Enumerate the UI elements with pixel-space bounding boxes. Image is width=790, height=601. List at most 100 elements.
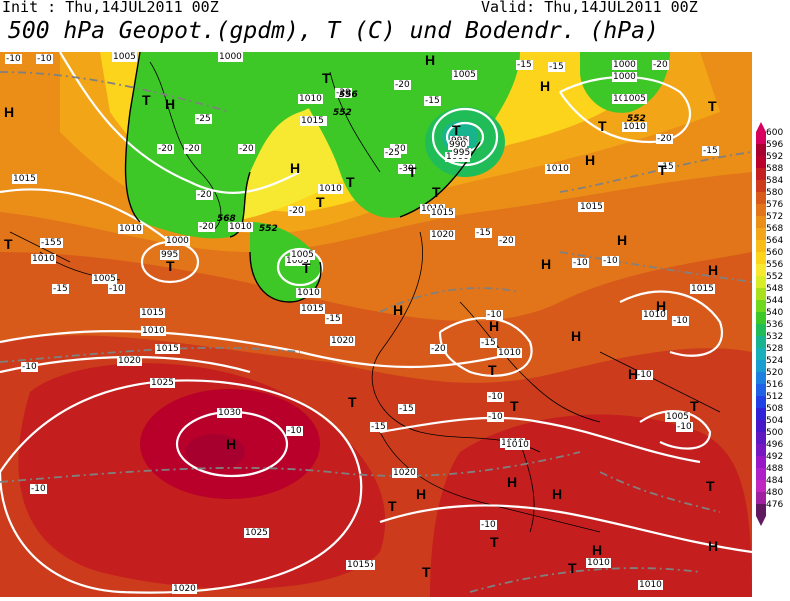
coastlines xyxy=(9,61,721,533)
high-marker: H xyxy=(489,318,500,334)
pressure-label: 1010 xyxy=(31,254,56,264)
temp-label: -20 xyxy=(238,144,255,154)
low-marker: T xyxy=(316,194,325,210)
low-marker: T xyxy=(490,534,499,550)
high-marker: H xyxy=(708,538,719,554)
temp-label: -15 xyxy=(480,338,497,348)
legend-label: 512 xyxy=(766,392,784,402)
legend-swatch xyxy=(756,360,766,372)
legend-swatch xyxy=(756,192,766,204)
pressure-label: 1010 xyxy=(638,580,663,590)
temp-label: -15 xyxy=(702,146,719,156)
high-marker: H xyxy=(592,542,603,558)
legend-label: 576 xyxy=(766,200,784,210)
low-marker: T xyxy=(408,164,417,180)
height-label: 552 xyxy=(259,224,278,234)
legend-swatch xyxy=(756,444,766,456)
temp-label: -15 xyxy=(370,422,387,432)
temp-label: -15 xyxy=(475,228,492,238)
map-svg xyxy=(0,52,752,597)
temp-label: -10 xyxy=(5,54,22,64)
pressure-label: 1025 xyxy=(150,378,175,388)
pressure-label: 1025 xyxy=(244,528,269,538)
pressure-label: 1005 xyxy=(290,250,315,260)
trough-north xyxy=(300,52,520,218)
legend-top-arrow xyxy=(756,122,766,132)
legend-swatch xyxy=(756,420,766,432)
low-marker: T xyxy=(322,70,331,86)
legend-swatch xyxy=(756,396,766,408)
legend-label: 508 xyxy=(766,404,784,414)
temp-label: -30 xyxy=(398,164,415,174)
chart-title: 500 hPa Geopot.(gpdm), T (C) und Bodendr… xyxy=(8,18,659,44)
pressure-label: 1010 xyxy=(228,222,253,232)
legend-label: 552 xyxy=(766,272,784,282)
legend-label: 476 xyxy=(766,500,784,510)
high-marker: H xyxy=(708,262,719,278)
pressure-label: 995 xyxy=(160,250,180,260)
temp-label: -25 xyxy=(384,148,401,158)
legend-label: 504 xyxy=(766,416,784,426)
legend-swatch xyxy=(756,456,766,468)
temp-label: -20 xyxy=(184,144,201,154)
high-marker: H xyxy=(393,302,404,318)
temp-label: -15 xyxy=(548,62,565,72)
high-marker: H xyxy=(585,152,596,168)
low-marker: T xyxy=(422,564,431,580)
height-label: 552 xyxy=(627,114,646,124)
pressure-label: 1000 xyxy=(218,52,243,62)
pressure-label: 1015 xyxy=(140,308,165,318)
height-label: 568 xyxy=(217,214,236,224)
high-marker: H xyxy=(226,436,237,452)
temp-label: -25 xyxy=(195,114,212,124)
legend-label: 568 xyxy=(766,224,784,234)
init-time: Init : Thu,14JUL2011 00Z xyxy=(2,0,219,16)
legend-swatch xyxy=(756,432,766,444)
pressure-label: 1010 xyxy=(642,310,667,320)
low-marker: T xyxy=(166,258,175,274)
pressure-label: 1030 xyxy=(217,408,242,418)
legend-swatch xyxy=(756,492,766,504)
pressure-label: 1005 xyxy=(452,70,477,80)
high-marker: H xyxy=(416,486,427,502)
pressure-label: 1020 xyxy=(172,584,197,594)
legend-swatch xyxy=(756,264,766,276)
field-588-east xyxy=(430,414,752,597)
pressure-label: 1010 xyxy=(318,184,343,194)
legend-swatch xyxy=(756,348,766,360)
legend-swatch xyxy=(756,156,766,168)
pressure-label: 1020 xyxy=(392,468,417,478)
temp-label: -15 xyxy=(40,238,57,248)
temp-label: -15 xyxy=(424,96,441,106)
legend-label: 520 xyxy=(766,368,784,378)
legend-label: 572 xyxy=(766,212,784,222)
pressure-label: 1010 xyxy=(298,94,323,104)
temp-label: -10 xyxy=(636,370,653,380)
high-marker: H xyxy=(290,160,301,176)
legend-swatch xyxy=(756,336,766,348)
low-marker: T xyxy=(346,174,355,190)
legend-label: 484 xyxy=(766,476,784,486)
low-marker: T xyxy=(690,398,699,414)
legend-label: 532 xyxy=(766,332,784,342)
legend-label: 548 xyxy=(766,284,784,294)
height-contours xyxy=(124,52,481,303)
legend-label: 584 xyxy=(766,176,784,186)
pressure-label: 995 xyxy=(452,148,472,158)
pressure-label: 1010 xyxy=(497,348,522,358)
legend-label: 516 xyxy=(766,380,784,390)
legend-label: 564 xyxy=(766,236,784,246)
legend-swatch xyxy=(756,372,766,384)
temp-label: -10 xyxy=(487,412,504,422)
height-label: 556 xyxy=(339,90,358,100)
valid-time: Valid: Thu,14JUL2011 00Z xyxy=(481,0,698,16)
temp-label: -20 xyxy=(196,190,213,200)
pressure-label: 1015 xyxy=(579,202,604,212)
pressure-label: 1015 xyxy=(155,344,180,354)
legend-swatch xyxy=(756,384,766,396)
temp-label: -10 xyxy=(108,284,125,294)
low-marker: T xyxy=(432,184,441,200)
pressure-label: 1005 xyxy=(665,412,690,422)
legend-bottom-arrow xyxy=(756,516,766,526)
temp-label: -15 xyxy=(325,314,342,324)
